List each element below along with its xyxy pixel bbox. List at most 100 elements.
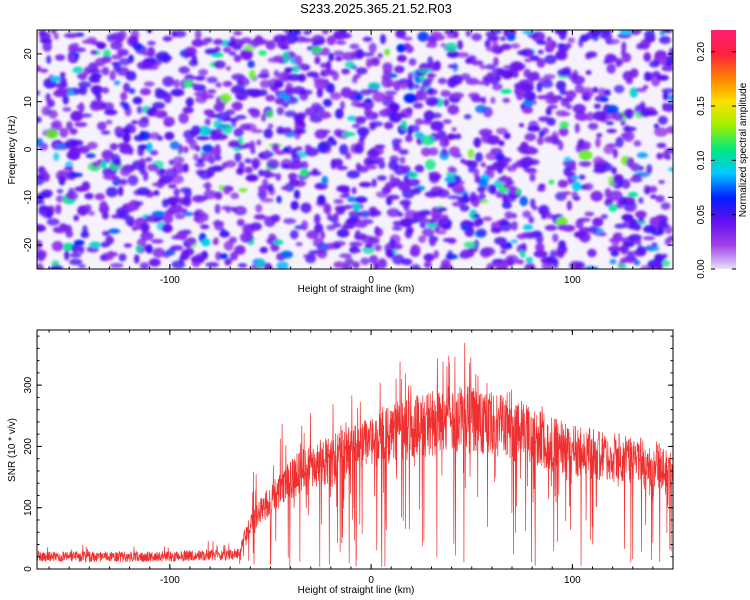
heatmap-blob [635, 87, 647, 93]
heatmap-blob [141, 51, 153, 57]
heatmap-blob [433, 250, 440, 259]
heatmap-blob [474, 152, 483, 163]
heatmap-blob [649, 216, 660, 227]
heatmap-blob [161, 223, 173, 233]
spectrogram-xlabel: Height of straight line (km) [298, 284, 415, 295]
heatmap-blob [223, 240, 234, 251]
heatmap-blob [336, 165, 348, 171]
heatmap-blob [287, 163, 299, 170]
heatmap-blob [253, 214, 267, 220]
heatmap-blob [645, 110, 659, 116]
heatmap-blob [487, 35, 500, 42]
heatmap-blob [608, 38, 620, 45]
heatmap-blob [118, 186, 124, 197]
heatmap-blob [231, 117, 237, 128]
heatmap-blob [46, 218, 60, 226]
heatmap-blob [377, 258, 388, 269]
heatmap-blob [545, 107, 552, 116]
heatmap-blob [604, 89, 611, 96]
heatmap-blob [360, 89, 373, 96]
heatmap-blob [78, 86, 88, 96]
heatmap-blob [37, 138, 44, 147]
heatmap-blob [234, 152, 242, 163]
heatmap-blob [470, 60, 484, 66]
heatmap-blob [492, 263, 505, 268]
heatmap-blob [552, 233, 559, 243]
heatmap-blob [656, 152, 663, 160]
spectrogram-ytick-label: -10 [23, 190, 34, 205]
heatmap-blob [118, 253, 127, 262]
heatmap-blob [557, 68, 570, 77]
heatmap-blob [301, 37, 313, 43]
heatmap-blob [200, 224, 210, 230]
heatmap-blob [136, 106, 143, 114]
heatmap-blob [359, 129, 367, 140]
heatmap-blob [384, 48, 391, 56]
heatmap-blob [369, 254, 379, 265]
heatmap-blob [258, 50, 267, 56]
heatmap-blob [395, 30, 407, 39]
heatmap-blob [152, 247, 166, 258]
heatmap-blob [236, 76, 250, 87]
heatmap-blob [326, 213, 333, 221]
heatmap-blob [72, 66, 84, 74]
heatmap-blob [410, 244, 421, 255]
heatmap-blob [584, 266, 599, 269]
heatmap-blob [116, 133, 124, 138]
heatmap-blob [214, 191, 223, 200]
heatmap-blob [480, 162, 486, 168]
heatmap-blob [369, 123, 377, 131]
heatmap-blob [617, 32, 632, 39]
heatmap-blob [91, 161, 102, 168]
heatmap-blob [635, 210, 647, 219]
heatmap-blob [397, 180, 411, 192]
heatmap-blob [137, 144, 149, 150]
heatmap-blob [190, 255, 205, 263]
heatmap-blob [89, 78, 101, 83]
heatmap-blob [64, 32, 78, 39]
heatmap-blob [446, 133, 456, 140]
heatmap-blob [478, 192, 486, 201]
heatmap-blob [233, 30, 243, 36]
heatmap-blob [419, 209, 432, 216]
heatmap-blob [70, 139, 84, 147]
heatmap-blob [214, 203, 221, 214]
heatmap-blob [265, 40, 276, 50]
heatmap-blob [162, 76, 175, 87]
heatmap-blob [257, 89, 268, 97]
heatmap-blob [288, 172, 298, 180]
heatmap-blob [667, 94, 673, 102]
heatmap-blob [634, 240, 642, 246]
heatmap-blob [66, 149, 81, 161]
heatmap-blob [508, 185, 517, 195]
heatmap-blob [374, 144, 386, 149]
heatmap-blob [147, 40, 156, 46]
heatmap-blob [87, 141, 98, 150]
heatmap-blob [304, 107, 318, 117]
heatmap-blob [228, 236, 237, 244]
heatmap-blob [567, 37, 576, 44]
heatmap-blob [332, 158, 344, 167]
heatmap-blob [648, 185, 658, 193]
heatmap-blob [319, 111, 331, 119]
heatmap-blob [193, 212, 201, 217]
heatmap-blob [166, 196, 179, 206]
heatmap-blob [167, 183, 177, 189]
heatmap-blob [421, 147, 431, 157]
heatmap-blob [661, 260, 670, 267]
heatmap-blob [642, 84, 649, 90]
heatmap-blob [89, 241, 101, 249]
heatmap-blob [460, 73, 471, 81]
heatmap-blob [600, 96, 609, 103]
heatmap-blob [405, 45, 414, 54]
heatmap-blob [101, 87, 110, 94]
heatmap-blob [477, 186, 486, 193]
heatmap-blob [89, 101, 102, 112]
heatmap-blob [326, 242, 336, 250]
heatmap-blob [140, 222, 150, 232]
heatmap-blob [202, 183, 213, 188]
heatmap-blob [306, 230, 320, 240]
heatmap-blob [364, 98, 373, 103]
heatmap-blob [183, 51, 190, 59]
heatmap-blob [642, 236, 656, 241]
